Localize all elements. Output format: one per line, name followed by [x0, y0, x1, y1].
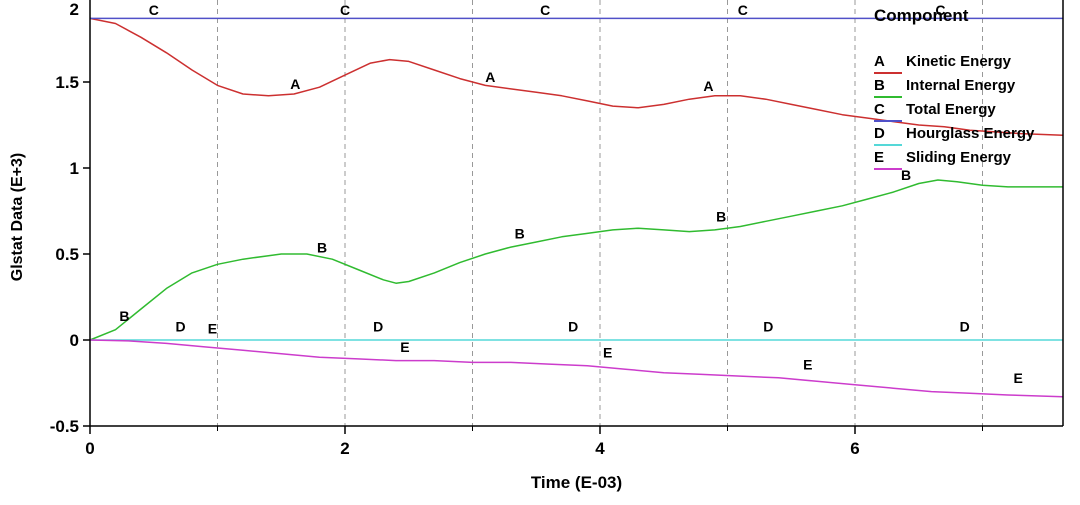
legend-item-E: E Sliding Energy — [868, 148, 1073, 170]
curve-marker-C: C — [935, 2, 945, 18]
series-line-E — [89, 339, 1063, 398]
curve-marker-D: D — [960, 319, 970, 335]
curve-marker-E: E — [400, 339, 409, 355]
y-tick-label: 2 — [70, 0, 79, 19]
legend-key-E: E — [874, 148, 902, 170]
legend-key-C: C — [874, 100, 902, 122]
curve-marker-D: D — [568, 319, 578, 335]
series-line-B — [89, 179, 1063, 341]
y-tick-label: -0.5 — [50, 417, 79, 436]
curve-marker-B: B — [515, 226, 525, 242]
legend-key-D: D — [874, 124, 902, 146]
legend-label-C: Total Energy — [906, 101, 996, 118]
curve-marker-D: D — [175, 319, 185, 335]
legend-label-A: Kinetic Energy — [906, 53, 1012, 70]
y-axis-label: Glstat Data (E+3) — [9, 152, 26, 282]
curve-marker-E: E — [1014, 370, 1023, 386]
curve-marker-B: B — [901, 167, 911, 183]
tick-labels: 2 1.5 1 0.5 0 -0.5 0 2 4 6 — [50, 0, 860, 458]
curve-marker-C: C — [149, 2, 159, 18]
y-tick-label: 1.5 — [55, 73, 79, 92]
curve-marker-D: D — [763, 319, 773, 335]
curve-marker-B: B — [119, 308, 129, 324]
x-tick-label: 6 — [850, 439, 859, 458]
y-tick-label: 1 — [70, 159, 79, 178]
x-tick-label: 0 — [85, 439, 94, 458]
gridlines — [217, 0, 983, 426]
curve-marker-C: C — [340, 2, 350, 18]
legend-item-C: C Total Energy — [868, 100, 1073, 122]
legend-item-D: D Hourglass Energy — [868, 124, 1073, 146]
legend-key-B: B — [874, 76, 902, 98]
legend: Component A Kinetic Energy B Internal Energ… — [868, 6, 1073, 172]
legend-label-D: Hourglass Energy — [906, 125, 1035, 142]
legend-title: Component — [874, 6, 969, 25]
legend-key-A: A — [874, 52, 902, 74]
curve-marker-C: C — [540, 2, 550, 18]
x-tick-label: 2 — [340, 439, 349, 458]
curve-marker-E: E — [803, 356, 812, 372]
legend-item-A: A Kinetic Energy — [868, 52, 1073, 74]
legend-items: A Kinetic Energy B Internal Energy C Total En… — [868, 52, 1073, 170]
x-tick-label: 4 — [595, 439, 605, 458]
legend-label-B: Internal Energy — [906, 77, 1016, 94]
curve-marker-E: E — [603, 344, 612, 360]
curve-marker-B: B — [317, 239, 327, 255]
y-tick-label: 0 — [70, 331, 79, 350]
curve-marker-E: E — [208, 320, 217, 336]
legend-item-B: B Internal Energy — [868, 76, 1073, 98]
curve-marker-C: C — [738, 2, 748, 18]
axes — [83, 0, 1064, 434]
curve-marker-B: B — [716, 208, 726, 224]
curve-marker-A: A — [703, 78, 713, 94]
x-axis-label: Time (E-03) — [530, 473, 623, 492]
y-tick-label: 0.5 — [55, 245, 79, 264]
curve-marker-D: D — [373, 319, 383, 335]
curve-marker-A: A — [485, 69, 495, 85]
legend-label-E: Sliding Energy — [906, 149, 1012, 166]
curve-marker-A: A — [290, 76, 300, 92]
